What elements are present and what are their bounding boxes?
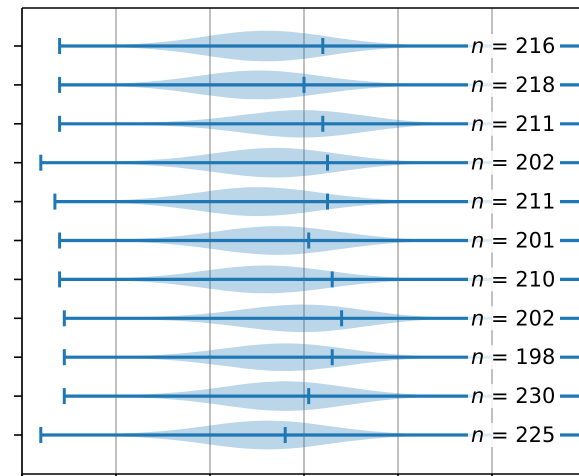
n-value: = 211: [484, 112, 555, 136]
n-symbol: n: [471, 190, 484, 214]
n-label-8: n = 198: [471, 345, 555, 369]
n-symbol: n: [471, 112, 484, 136]
n-label-bg-8: [468, 345, 560, 370]
n-value: = 202: [484, 306, 555, 330]
n-label-2: n = 211: [471, 112, 555, 136]
n-symbol: n: [471, 345, 484, 369]
n-label-bg-1: [468, 72, 560, 97]
n-value: = 216: [484, 34, 555, 58]
n-label-bg-6: [468, 267, 560, 292]
n-value: = 198: [484, 345, 555, 369]
y-axis-ticks: [14, 45, 22, 436]
n-value: = 202: [484, 151, 555, 175]
violin-lines: [39, 38, 579, 443]
n-value: = 225: [484, 423, 555, 447]
n-symbol: n: [471, 306, 484, 330]
n-label-7: n = 202: [471, 306, 555, 330]
n-label-bg-10: [468, 423, 560, 447]
n-label-bg-4: [468, 189, 560, 214]
n-label-bg-9: [468, 384, 560, 409]
n-value: = 211: [484, 190, 555, 214]
axes-frame: [21, 7, 579, 476]
n-symbol: n: [471, 73, 484, 97]
n-label-bg-0: [468, 34, 560, 58]
n-value: = 201: [484, 229, 555, 253]
n-value: = 230: [484, 384, 555, 408]
n-label-3: n = 202: [471, 151, 555, 175]
n-symbol: n: [471, 34, 484, 58]
n-symbol: n: [471, 267, 484, 291]
n-label-9: n = 230: [471, 384, 555, 408]
n-label-5: n = 201: [471, 229, 555, 253]
n-value: = 218: [484, 73, 555, 97]
n-symbol: n: [471, 384, 484, 408]
n-label-10: n = 225: [471, 423, 555, 447]
n-label-bg-3: [468, 150, 560, 175]
n-symbol: n: [471, 151, 484, 175]
n-value: = 210: [484, 267, 555, 291]
n-label-1: n = 218: [471, 73, 555, 97]
n-symbol: n: [471, 229, 484, 253]
n-label-4: n = 211: [471, 190, 555, 214]
n-label-0: n = 216: [471, 34, 555, 58]
n-symbol: n: [471, 423, 484, 447]
n-label-6: n = 210: [471, 267, 555, 291]
n-label-bg-7: [468, 306, 560, 331]
n-label-bg-2: [468, 111, 560, 136]
n-label-bg-5: [468, 228, 560, 253]
